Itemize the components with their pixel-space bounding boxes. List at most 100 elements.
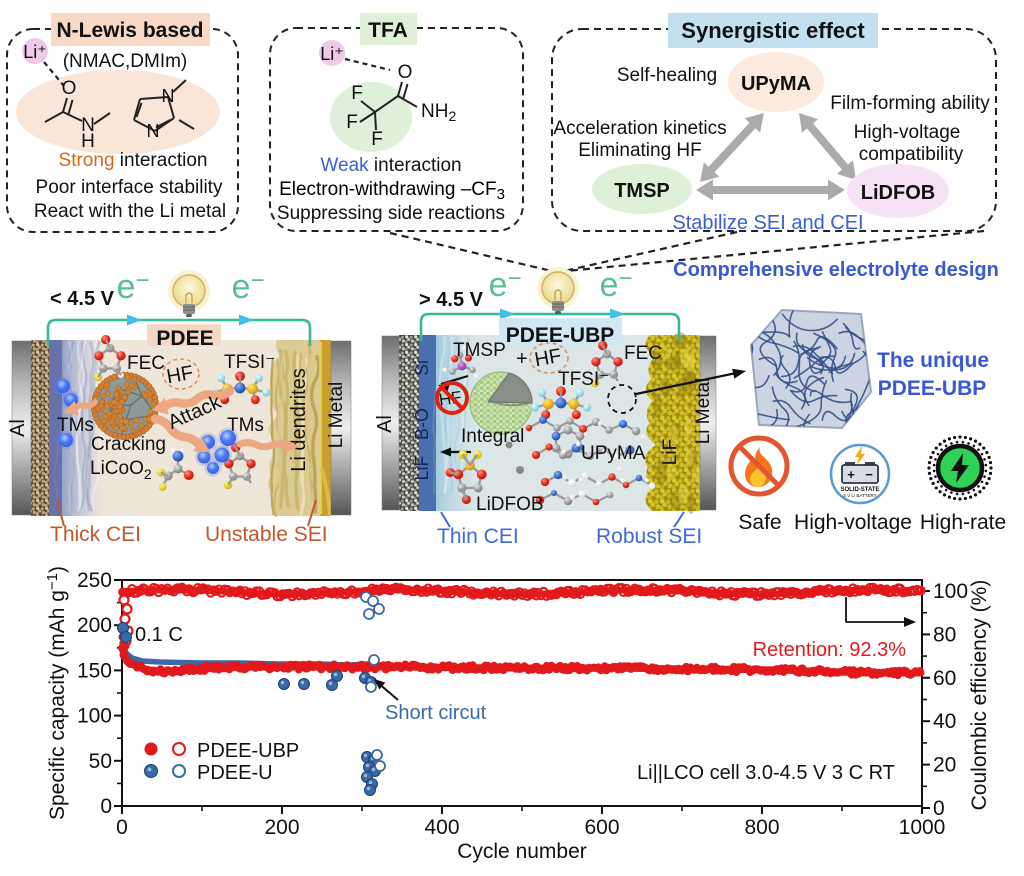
svg-text:The unique: The unique	[877, 349, 989, 372]
svg-text:TFSI⁻: TFSI⁻	[558, 369, 609, 390]
svg-text:High-rate: High-rate	[920, 511, 1006, 534]
svg-text:HF: HF	[533, 345, 563, 371]
svg-text:Stabilize SEI and CEI: Stabilize SEI and CEI	[672, 212, 863, 234]
svg-text:0: 0	[933, 797, 945, 820]
svg-text:Al: Al	[7, 419, 29, 437]
svg-text:Thick CEI: Thick CEI	[50, 523, 141, 546]
svg-text:Suppressing side reactions: Suppressing side reactions	[277, 203, 505, 224]
svg-text:Comprehensive electrolyte desi: Comprehensive electrolyte design	[673, 259, 999, 281]
svg-text:SOLID-STATE: SOLID-STATE	[840, 487, 879, 493]
svg-text:H: H	[81, 131, 95, 152]
svg-text:Weak interaction: Weak interaction	[320, 155, 461, 176]
svg-text:Acceleration kinetics: Acceleration kinetics	[553, 118, 726, 139]
svg-text:(NMAC,DMIm): (NMAC,DMIm)	[63, 51, 188, 72]
svg-text:0: 0	[116, 816, 128, 839]
svg-text:Film-forming ability: Film-forming ability	[830, 93, 990, 114]
svg-text:HF: HF	[165, 362, 195, 388]
svg-text:Unstable SEI: Unstable SEI	[205, 523, 328, 546]
svg-text:150: 150	[77, 659, 112, 682]
svg-text:80: 80	[933, 623, 956, 646]
svg-text:Al: Al	[374, 415, 396, 433]
svg-text:400: 400	[424, 816, 459, 839]
svg-text:Li⁺: Li⁺	[23, 42, 47, 62]
svg-text:Strong interaction: Strong interaction	[59, 150, 208, 171]
svg-text:UPyMA: UPyMA	[741, 73, 811, 95]
svg-text:TMSP: TMSP	[614, 180, 670, 202]
svg-text:Specific capacity (mAh g−1): Specific capacity (mAh g−1)	[44, 566, 69, 820]
svg-text:N-Lewis based: N-Lewis based	[56, 19, 203, 42]
svg-text:PDEE-UBP: PDEE-UBP	[878, 377, 987, 400]
svg-text:O: O	[62, 78, 77, 99]
svg-text:20: 20	[933, 754, 956, 777]
svg-text:Coulombic efficiency (%): Coulombic efficiency (%)	[968, 580, 991, 811]
svg-text:PDEE-UBP: PDEE-UBP	[197, 740, 299, 762]
svg-text:TFSI⁻: TFSI⁻	[224, 352, 275, 373]
svg-text:0: 0	[100, 795, 112, 818]
svg-text:600: 600	[584, 816, 619, 839]
svg-text:200: 200	[264, 816, 299, 839]
svg-text:NH2: NH2	[421, 101, 456, 124]
svg-text:40: 40	[933, 710, 956, 733]
svg-text:800: 800	[744, 816, 779, 839]
svg-text:N: N	[162, 86, 175, 106]
svg-text:FEC: FEC	[624, 343, 662, 364]
svg-text:N: N	[81, 115, 95, 136]
svg-text:TFA: TFA	[368, 19, 408, 42]
svg-text:PDEE: PDEE	[156, 327, 213, 350]
svg-text:e−: e−	[489, 265, 522, 304]
svg-text:PDEE-U: PDEE-U	[197, 762, 273, 784]
svg-text:LiF: LiF	[412, 455, 432, 480]
svg-text:Li Metal: Li Metal	[326, 382, 347, 449]
svg-text:Safe: Safe	[738, 511, 781, 534]
svg-text:F: F	[351, 83, 363, 104]
svg-text:Robust SEI: Robust SEI	[596, 525, 702, 548]
svg-text:< 4.5 V: < 4.5 V	[50, 288, 115, 310]
svg-text:Short circut: Short circut	[385, 702, 487, 724]
svg-text:Synergistic effect: Synergistic effect	[681, 18, 865, 43]
svg-text:Cracking: Cracking	[91, 434, 166, 455]
svg-text:UPyMA: UPyMA	[581, 443, 646, 464]
svg-text:TMs: TMs	[57, 415, 94, 436]
svg-text:LiDFOB: LiDFOB	[861, 182, 935, 204]
svg-text:Poor interface stability: Poor interface stability	[36, 177, 223, 198]
svg-text:compatibility: compatibility	[859, 144, 964, 165]
svg-text:Thin CEI: Thin CEI	[437, 525, 519, 548]
svg-text:Self-healing: Self-healing	[617, 65, 717, 86]
svg-text:FEC: FEC	[127, 353, 165, 374]
svg-text:60: 60	[933, 667, 956, 690]
svg-text:F: F	[371, 129, 383, 150]
svg-text:LiDFOB: LiDFOB	[476, 494, 544, 515]
svg-text:+: +	[847, 467, 855, 482]
svg-text:O: O	[398, 62, 413, 83]
svg-text:1000: 1000	[899, 816, 946, 839]
svg-text:Li dendrites: Li dendrites	[288, 368, 310, 471]
svg-text:100: 100	[77, 705, 112, 728]
svg-text:Si: Si	[412, 360, 432, 376]
svg-text:100: 100	[933, 580, 968, 603]
svg-text:Integral: Integral	[461, 426, 524, 447]
svg-text:5 V LI BATTERY: 5 V LI BATTERY	[843, 493, 876, 498]
svg-text:LiF: LiF	[660, 439, 681, 465]
svg-text:250: 250	[77, 569, 112, 592]
svg-text:0.1 C: 0.1 C	[135, 624, 183, 646]
svg-text:Cycle number: Cycle number	[457, 840, 587, 863]
svg-text:F: F	[346, 112, 358, 133]
svg-text:Eliminating HF: Eliminating HF	[578, 140, 702, 161]
svg-text:High-voltage: High-voltage	[794, 511, 912, 534]
svg-text:N: N	[147, 121, 160, 141]
svg-text:Li Metal: Li Metal	[693, 378, 714, 445]
svg-text:B-O: B-O	[412, 408, 432, 440]
svg-text:TMSP: TMSP	[453, 340, 506, 361]
svg-text:TMs: TMs	[227, 415, 264, 436]
svg-text:Electron-withdrawing –CF3: Electron-withdrawing –CF3	[279, 179, 505, 203]
svg-text:High-voltage: High-voltage	[854, 122, 961, 143]
svg-text:50: 50	[89, 750, 112, 773]
svg-text:−: −	[865, 467, 873, 482]
svg-text:Retention: 92.3%: Retention: 92.3%	[753, 639, 907, 661]
svg-text:PDEE-UBP: PDEE-UBP	[506, 324, 615, 347]
svg-text:LiCoO2: LiCoO2	[90, 458, 152, 482]
svg-text:Li||LCO cell 3.0-4.5 V 3 C RT: Li||LCO cell 3.0-4.5 V 3 C RT	[637, 762, 895, 784]
svg-text:> 4.5 V: > 4.5 V	[419, 289, 484, 311]
svg-text:Li⁺: Li⁺	[320, 44, 344, 64]
svg-text:React with the Li metal: React with the Li metal	[34, 201, 226, 222]
